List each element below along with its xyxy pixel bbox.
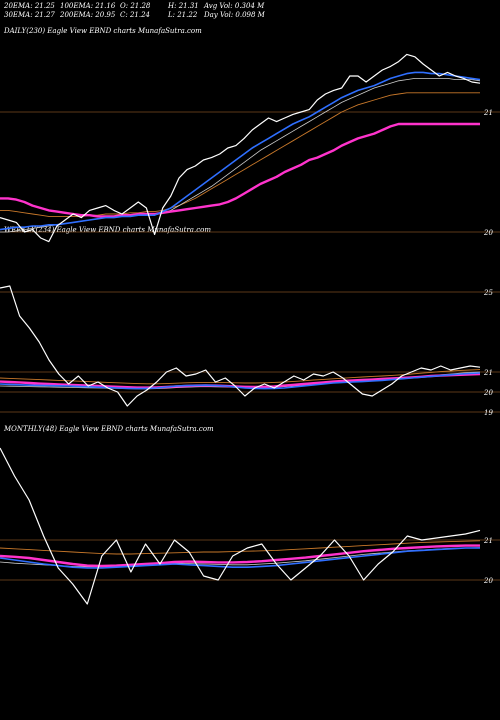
daily-ema-gray-line [0,78,481,233]
close-value: C: 21.24 [120,11,150,19]
weekly-ema-orange-line [0,369,481,385]
weekly-y-tick-label: 25 [483,289,493,297]
high-value: H: 21.31 [168,2,199,10]
monthly-y-tick-label: 21 [483,537,493,545]
daily-ema-blue-line [0,71,481,231]
ema200-value: 200EMA: 20.95 [60,11,116,19]
ema20-value: 20EMA: 21.25 [4,2,55,10]
monthly-panel-label: MONTHLY(48) Eagle View EBND charts Munaf… [4,425,214,433]
weekly-y-tick-label: 20 [483,389,493,397]
weekly-panel-label: WEEKLY(234) Eagle View EBND charts Munaf… [4,226,211,234]
weekly-price-line [0,285,481,407]
avg-volume-value: Avg Vol: 0.304 M [204,2,265,10]
daily-y-tick-label: 21 [483,109,493,117]
day-volume-value: Day Vol: 0.098 M [204,11,265,19]
ema30-value: 30EMA: 21.27 [4,11,55,19]
daily-ema-pink-line [0,122,480,218]
daily-y-tick-label: 20 [483,229,493,237]
daily-panel-label: DAILY(230) Eagle View EBND charts Munafa… [4,27,202,35]
weekly-y-tick-label: 19 [484,409,493,417]
daily-price-line [0,53,481,243]
monthly-ema-pink-line [0,544,480,568]
monthly-y-tick-label: 20 [483,577,493,585]
weekly-ema-blue-line [0,372,481,390]
open-value: O: 21.28 [120,2,151,10]
monthly-ema-blue-line [0,547,480,569]
daily-ema-orange-line [0,92,480,217]
monthly-price-line [0,447,481,605]
low-value: L: 21.22 [168,11,198,19]
weekly-y-tick-label: 21 [483,369,493,377]
ema100-value: 100EMA: 21.16 [60,2,116,10]
